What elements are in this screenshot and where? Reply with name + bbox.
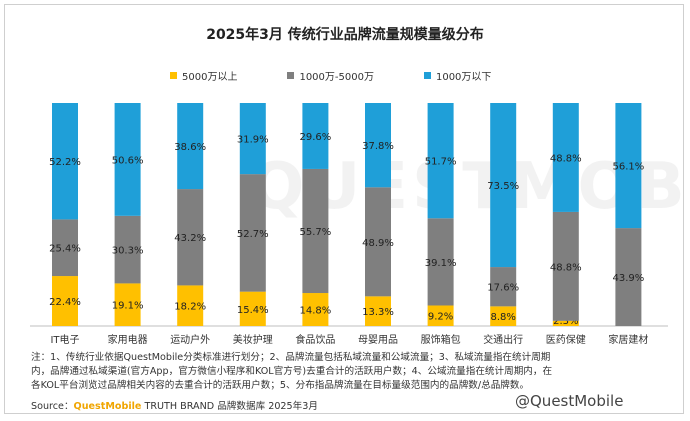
data-label: 39.1% <box>425 258 457 269</box>
bar-segment <box>239 174 266 292</box>
bar-segment <box>114 283 141 326</box>
bar-segment <box>490 306 517 326</box>
data-label: 55.7% <box>300 227 332 238</box>
data-label: 38.6% <box>174 142 206 153</box>
data-label: 15.4% <box>237 305 269 316</box>
bar-segment <box>427 218 454 306</box>
data-label: 19.1% <box>112 301 144 312</box>
category-label: IT电子 <box>50 333 79 346</box>
data-label: 25.4% <box>49 244 81 255</box>
source-brand: QuestMobile <box>73 401 142 412</box>
bar-segment <box>239 291 266 326</box>
bar-segment <box>177 103 204 190</box>
bar-segment <box>490 267 517 307</box>
data-label: 52.7% <box>237 229 269 240</box>
bar-segment <box>114 103 141 216</box>
data-label: 9.2% <box>428 312 453 323</box>
data-label: 48.8% <box>550 262 582 273</box>
legend-label: 5000万以上 <box>182 72 238 83</box>
legend-label: 1000万以下 <box>435 72 492 83</box>
bar-segment <box>490 103 517 268</box>
legend-item-low-tier: 1000万以下 <box>423 68 492 83</box>
data-label: 17.6% <box>487 283 519 294</box>
data-label: 56.1% <box>613 162 645 173</box>
data-label: 73.5% <box>487 181 519 192</box>
source-line: Source：QuestMobile TRUTH BRAND 品牌数据库 202… <box>31 398 318 412</box>
bar-segment <box>365 103 391 188</box>
bar-segment <box>552 320 579 326</box>
data-label: 13.3% <box>362 307 394 318</box>
chart-legend: 5000万以上 1000万-5000万 1000万以下 <box>170 68 491 83</box>
bar-segment <box>52 219 78 277</box>
note-line: 各KOL平台浏览过品牌相关内容的去重合计的活跃用户数；5、分布指品牌流量在目标量… <box>31 380 530 391</box>
data-label: 29.6% <box>300 132 332 143</box>
bar-segment <box>302 293 329 326</box>
data-label: 43.2% <box>174 233 206 244</box>
source-prefix: Source： <box>31 401 74 412</box>
bar-segment <box>552 211 579 321</box>
corner-watermark: @QuestMobile <box>515 392 624 410</box>
data-label: 22.4% <box>49 297 81 308</box>
data-label: 8.8% <box>490 312 515 323</box>
data-label: 50.6% <box>112 155 144 166</box>
data-label: 48.8% <box>550 153 582 164</box>
legend-swatch <box>287 72 295 79</box>
data-label: 2.3% <box>553 316 578 327</box>
category-label: 服饰箱包 <box>421 333 461 346</box>
bar-segment <box>302 103 329 169</box>
data-label: 43.9% <box>613 273 645 284</box>
bar-segment <box>427 305 454 326</box>
bar-segment <box>615 103 642 229</box>
bar-segment <box>52 103 78 220</box>
bar-segment <box>239 103 266 175</box>
bar-segment <box>302 168 329 294</box>
bar-segment <box>427 103 454 219</box>
legend-swatch <box>423 72 431 79</box>
bar-segment <box>615 228 642 326</box>
category-label: 运动户外 <box>170 333 210 346</box>
data-label: 37.8% <box>362 141 394 152</box>
data-label: 18.2% <box>174 302 206 313</box>
category-label: 母婴用品 <box>358 334 398 346</box>
chart-title: 2025年3月 传统行业品牌流量规模量级分布 <box>206 27 484 43</box>
legend-label: 1000万-5000万 <box>299 72 374 83</box>
data-label: 48.9% <box>362 238 394 249</box>
category-label: 交通出行 <box>483 333 523 346</box>
data-label: 51.7% <box>425 157 457 168</box>
source-text: TRUTH BRAND 品牌数据库 2025年3月 <box>141 401 318 412</box>
legend-swatch <box>170 72 177 79</box>
data-label: 14.8% <box>300 306 332 317</box>
bar-segment <box>114 215 141 284</box>
bar-segment <box>52 276 78 326</box>
category-label: 美妆护理 <box>233 333 273 346</box>
category-label: 医药保健 <box>546 333 586 346</box>
note-line: 内，品牌通过私域渠道(官方App，官方微信小程序和KOL官方号)去重合计的活跃用… <box>31 366 553 377</box>
bar-segment <box>177 189 204 286</box>
category-label: 家用电器 <box>108 333 148 346</box>
bar-segment <box>365 187 391 297</box>
bar-segment <box>552 103 579 212</box>
data-label: 52.2% <box>49 157 81 168</box>
data-label: 31.9% <box>237 135 269 146</box>
data-label: 30.3% <box>112 246 144 257</box>
note-line: 注：1、传统行业依据QuestMobile分类标准进行划分；2、品牌流量包括私域… <box>31 352 551 363</box>
chart-notes: 注：1、传统行业依据QuestMobile分类标准进行划分；2、品牌流量包括私域… <box>31 351 671 393</box>
category-label: 家居建材 <box>608 333 648 346</box>
bar-segment <box>177 285 204 326</box>
category-label: 食品饮品 <box>295 333 335 346</box>
bar-segment <box>365 296 391 326</box>
legend-item-top-tier: 5000万以上 <box>170 68 237 83</box>
legend-item-mid-tier: 1000万-5000万 <box>287 68 374 83</box>
